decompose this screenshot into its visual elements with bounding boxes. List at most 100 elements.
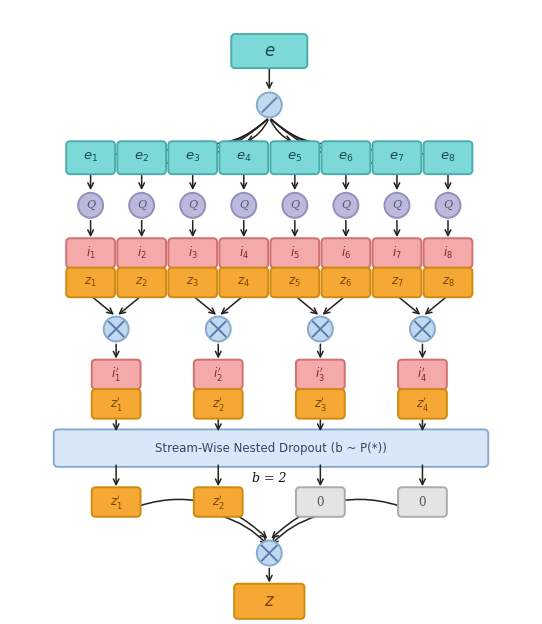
FancyBboxPatch shape: [92, 487, 140, 517]
Text: $i_1'$: $i_1'$: [111, 366, 121, 383]
Circle shape: [384, 193, 409, 218]
Circle shape: [180, 193, 205, 218]
Circle shape: [436, 193, 461, 218]
Text: $i_8$: $i_8$: [443, 245, 453, 261]
FancyBboxPatch shape: [117, 238, 166, 268]
Text: $i_4'$: $i_4'$: [417, 366, 428, 383]
Text: $z_5$: $z_5$: [288, 276, 301, 289]
FancyBboxPatch shape: [194, 487, 243, 517]
Text: $e_2$: $e_2$: [134, 151, 149, 164]
Text: $z_3'$: $z_3'$: [314, 395, 327, 413]
FancyBboxPatch shape: [296, 487, 345, 517]
Text: $z_1$: $z_1$: [84, 276, 97, 289]
FancyBboxPatch shape: [398, 359, 447, 389]
Text: $i_1$: $i_1$: [86, 245, 95, 261]
Text: $z_2$: $z_2$: [136, 276, 148, 289]
Circle shape: [104, 316, 128, 341]
FancyBboxPatch shape: [372, 141, 421, 174]
Text: $i_3$: $i_3$: [188, 245, 198, 261]
FancyBboxPatch shape: [372, 238, 421, 268]
Text: $e_4$: $e_4$: [236, 151, 251, 164]
Text: $e_5$: $e_5$: [287, 151, 302, 164]
Text: $z_4'$: $z_4'$: [416, 395, 429, 413]
Circle shape: [78, 193, 103, 218]
Text: $z_3$: $z_3$: [186, 276, 199, 289]
FancyBboxPatch shape: [296, 389, 345, 419]
Text: $i_4$: $i_4$: [239, 245, 249, 261]
Text: $z_6$: $z_6$: [339, 276, 352, 289]
FancyBboxPatch shape: [424, 238, 473, 268]
Text: Q: Q: [239, 200, 248, 210]
Text: b = 2: b = 2: [252, 472, 287, 485]
Text: Q: Q: [392, 200, 402, 210]
Text: $e$: $e$: [263, 42, 275, 59]
Text: $z_1'$: $z_1'$: [110, 493, 122, 511]
Text: $e_8$: $e_8$: [440, 151, 456, 164]
FancyBboxPatch shape: [372, 268, 421, 297]
FancyBboxPatch shape: [321, 268, 370, 297]
FancyBboxPatch shape: [321, 238, 370, 268]
Text: 0: 0: [317, 495, 324, 509]
FancyBboxPatch shape: [54, 429, 488, 467]
Circle shape: [410, 316, 435, 341]
Text: Q: Q: [341, 200, 351, 210]
FancyBboxPatch shape: [231, 34, 307, 68]
Text: 0: 0: [419, 495, 426, 509]
FancyBboxPatch shape: [66, 141, 115, 174]
FancyBboxPatch shape: [424, 268, 473, 297]
Circle shape: [206, 316, 231, 341]
FancyBboxPatch shape: [117, 268, 166, 297]
FancyBboxPatch shape: [398, 389, 447, 419]
Text: $e_3$: $e_3$: [185, 151, 201, 164]
FancyBboxPatch shape: [424, 141, 473, 174]
FancyBboxPatch shape: [220, 141, 268, 174]
Circle shape: [257, 540, 282, 565]
FancyBboxPatch shape: [92, 359, 140, 389]
Text: $e_1$: $e_1$: [83, 151, 98, 164]
FancyBboxPatch shape: [220, 268, 268, 297]
FancyBboxPatch shape: [220, 238, 268, 268]
Text: $z_1'$: $z_1'$: [110, 395, 122, 413]
Circle shape: [333, 193, 358, 218]
Circle shape: [257, 92, 282, 117]
FancyBboxPatch shape: [194, 389, 243, 419]
FancyBboxPatch shape: [270, 141, 319, 174]
FancyBboxPatch shape: [169, 141, 217, 174]
Text: $z$: $z$: [264, 593, 275, 610]
Text: $z_4$: $z_4$: [237, 276, 250, 289]
FancyBboxPatch shape: [117, 141, 166, 174]
FancyBboxPatch shape: [270, 238, 319, 268]
Text: $z_2'$: $z_2'$: [212, 493, 224, 511]
Text: $i_2'$: $i_2'$: [214, 366, 223, 383]
FancyBboxPatch shape: [270, 268, 319, 297]
Text: $i_7$: $i_7$: [392, 245, 402, 261]
FancyBboxPatch shape: [234, 583, 305, 619]
Circle shape: [231, 193, 256, 218]
Text: $e_7$: $e_7$: [389, 151, 404, 164]
Text: Q: Q: [137, 200, 146, 210]
Text: $i_5$: $i_5$: [290, 245, 300, 261]
Circle shape: [129, 193, 154, 218]
Text: Stream-Wise Nested Dropout (b ~ P(*)): Stream-Wise Nested Dropout (b ~ P(*)): [155, 442, 387, 455]
Text: $i_6$: $i_6$: [341, 245, 351, 261]
FancyBboxPatch shape: [398, 487, 447, 517]
Text: Q: Q: [86, 200, 95, 210]
Circle shape: [308, 316, 333, 341]
FancyBboxPatch shape: [169, 268, 217, 297]
Text: Q: Q: [443, 200, 453, 210]
FancyBboxPatch shape: [194, 359, 243, 389]
Text: $i_2$: $i_2$: [137, 245, 146, 261]
FancyBboxPatch shape: [169, 238, 217, 268]
Text: Q: Q: [188, 200, 197, 210]
Text: Q: Q: [291, 200, 299, 210]
FancyBboxPatch shape: [296, 359, 345, 389]
FancyBboxPatch shape: [321, 141, 370, 174]
Text: $z_2'$: $z_2'$: [212, 395, 224, 413]
FancyBboxPatch shape: [66, 238, 115, 268]
FancyBboxPatch shape: [92, 389, 140, 419]
Text: $e_6$: $e_6$: [338, 151, 353, 164]
Text: $i_3'$: $i_3'$: [315, 366, 325, 383]
Circle shape: [282, 193, 307, 218]
FancyBboxPatch shape: [66, 268, 115, 297]
Text: $z_8$: $z_8$: [442, 276, 454, 289]
